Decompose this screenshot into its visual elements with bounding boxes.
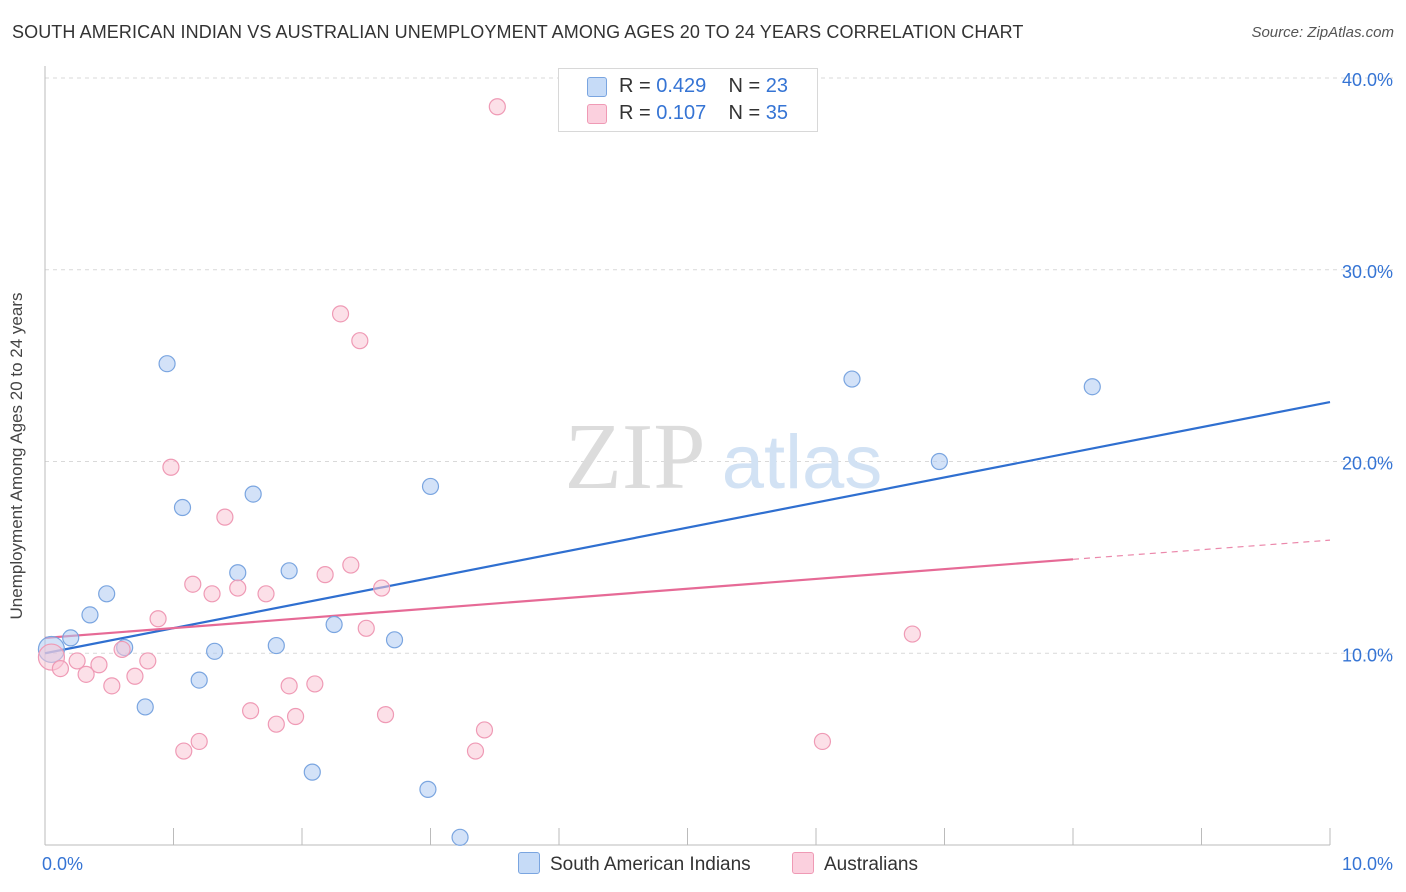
point-south-american-indians <box>280 562 298 580</box>
y-tick-label: 10.0% <box>1342 645 1393 665</box>
point-south-american-indians <box>98 585 116 603</box>
legend-swatch-pink <box>792 852 814 874</box>
point-australians <box>216 508 234 526</box>
legend-label: South American Indians <box>550 854 751 875</box>
point-australians <box>257 585 275 603</box>
n-label: N = <box>728 102 761 124</box>
point-australians <box>466 742 485 760</box>
point-australians <box>203 585 221 603</box>
point-south-american-indians <box>325 615 343 634</box>
point-australians <box>306 675 324 693</box>
r-value-pink: 0.107 <box>656 102 707 124</box>
r-value-blue: 0.429 <box>656 75 707 97</box>
point-australians <box>357 619 375 637</box>
grid-lines <box>45 77 1395 654</box>
axes <box>44 66 1331 846</box>
point-australians <box>103 677 121 695</box>
y-tick-label: 40.0% <box>1342 70 1393 90</box>
point-south-american-indians <box>244 485 262 503</box>
point-south-american-indians <box>419 780 437 798</box>
trend-line-australians-extension <box>1072 539 1331 560</box>
point-australians <box>77 665 95 683</box>
point-australians <box>267 715 285 733</box>
stats-legend: R = 0.429 N = 23 R = 0.107 N = 35 <box>558 68 818 132</box>
point-australians <box>342 556 360 574</box>
point-south-american-indians <box>267 636 285 655</box>
source-note: Source: ZipAtlas.com <box>1251 24 1394 41</box>
point-australians <box>139 652 157 670</box>
watermark-zip: ZIP <box>565 405 706 509</box>
n-label: N = <box>728 75 761 97</box>
y-tick-label: 20.0% <box>1342 454 1393 474</box>
r-label: R = <box>619 75 651 97</box>
point-australians <box>316 566 334 584</box>
point-australians <box>175 742 193 760</box>
r-label: R = <box>619 102 651 124</box>
point-australians <box>376 706 395 724</box>
point-australians <box>331 305 350 323</box>
trend-lines <box>44 400 1331 655</box>
legend-item-australians[interactable]: Australians <box>792 852 918 876</box>
watermark-atlas: atlas <box>722 420 883 505</box>
point-australians <box>190 732 208 751</box>
point-australians <box>286 707 305 726</box>
point-australians <box>280 677 298 695</box>
x-tick-label: 0.0% <box>42 854 83 874</box>
point-south-american-indians <box>451 828 469 846</box>
n-value-pink: 35 <box>765 102 789 124</box>
trend-line-australians <box>44 558 1074 640</box>
point-australians <box>68 652 86 670</box>
tick-labels: 10.0% 20.0% 30.0% 40.0% 0.0% 10.0% <box>42 70 1393 874</box>
point-south-american-indians <box>173 498 192 517</box>
point-south-american-indians <box>158 355 176 373</box>
point-australians <box>229 579 247 597</box>
point-australians <box>242 702 260 720</box>
point-south-american-indians <box>136 698 154 716</box>
legend-swatch-blue <box>587 77 607 97</box>
point-australians <box>149 610 167 628</box>
point-australians <box>162 458 180 476</box>
point-australians <box>51 659 70 678</box>
point-australians <box>373 579 391 597</box>
data-points <box>37 98 1101 846</box>
point-south-american-indians <box>1083 378 1101 396</box>
point-australians <box>813 732 832 751</box>
point-south-american-indians <box>421 477 440 496</box>
legend-swatch-blue <box>518 852 540 874</box>
point-australians <box>90 656 108 674</box>
point-australians <box>351 332 369 350</box>
point-australians <box>488 98 506 116</box>
watermark: ZIP atlas <box>565 405 883 509</box>
chart-title: SOUTH AMERICAN INDIAN VS AUSTRALIAN UNEM… <box>12 22 1024 42</box>
point-south-american-indians <box>190 671 208 689</box>
point-south-american-indians <box>81 606 99 624</box>
point-australians <box>475 721 494 739</box>
point-australians <box>903 625 921 643</box>
legend-item-south-american-indians[interactable]: South American Indians <box>518 852 751 876</box>
legend-label: Australians <box>824 854 918 875</box>
point-south-american-indians <box>229 564 247 582</box>
y-tick-label: 30.0% <box>1342 262 1393 282</box>
x-tick-label: 10.0% <box>1342 854 1393 874</box>
point-south-american-indians <box>843 370 861 388</box>
point-south-american-indians <box>206 642 224 660</box>
n-value-blue: 23 <box>765 75 789 97</box>
point-south-american-indians <box>62 629 80 647</box>
point-south-american-indians <box>303 763 321 781</box>
point-australians <box>126 667 144 685</box>
point-australians <box>113 640 131 659</box>
trend-line-south-american-indians <box>44 400 1331 655</box>
point-south-american-indians <box>930 452 948 471</box>
point-south-american-indians <box>385 631 404 649</box>
point-australians <box>184 575 202 593</box>
legend-swatch-pink <box>587 104 607 124</box>
